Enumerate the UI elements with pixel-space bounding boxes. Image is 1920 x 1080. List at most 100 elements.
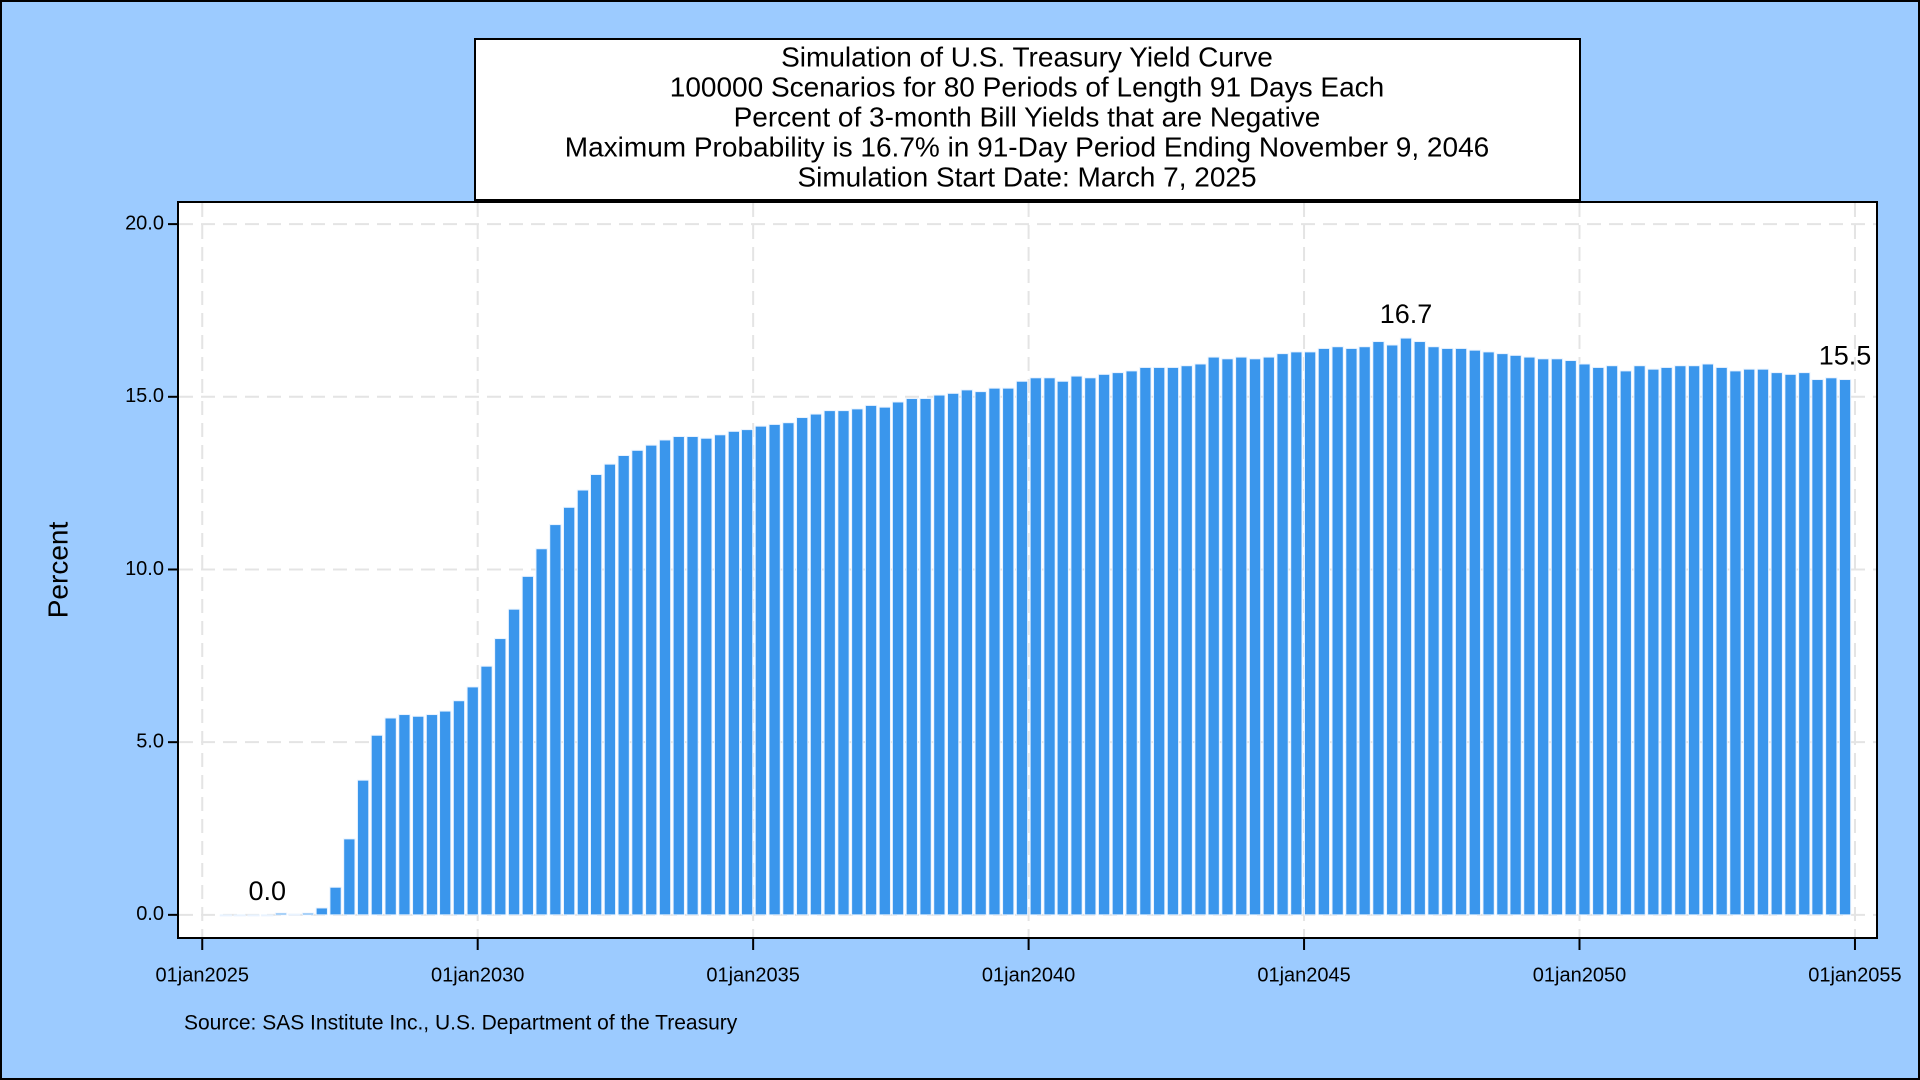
bar	[740, 429, 754, 916]
bar	[343, 838, 356, 916]
bar	[878, 406, 891, 916]
bar	[1317, 347, 1331, 916]
bar	[425, 714, 439, 916]
x-tick-label: 01jan2040	[982, 964, 1075, 986]
bar	[988, 387, 1001, 916]
y-axis-label: Percent	[42, 522, 73, 619]
bar	[1509, 354, 1522, 916]
chart-title: Simulation of U.S. Treasury Yield Curve	[781, 41, 1273, 72]
bar	[1221, 358, 1234, 916]
bar	[1441, 347, 1454, 916]
bar	[1523, 356, 1536, 916]
bar	[589, 474, 603, 916]
bar	[1496, 353, 1509, 916]
bar	[288, 913, 301, 916]
bar	[219, 914, 233, 917]
bar	[1372, 341, 1385, 916]
title-box	[474, 38, 1581, 201]
bar	[452, 700, 466, 916]
bar	[1180, 365, 1193, 916]
bar	[851, 408, 864, 916]
bar	[658, 439, 672, 916]
bar	[1838, 379, 1852, 916]
bar	[1592, 366, 1605, 916]
bar	[1331, 346, 1344, 916]
bar	[933, 394, 946, 916]
bar	[796, 417, 809, 916]
bar	[466, 686, 479, 916]
bar	[809, 413, 823, 916]
bar	[1798, 372, 1811, 916]
bar	[261, 914, 274, 917]
bar	[1303, 351, 1317, 916]
bar	[1633, 365, 1646, 916]
bar	[1619, 370, 1632, 916]
bar	[439, 710, 452, 916]
bar	[864, 404, 878, 916]
bar	[398, 714, 411, 916]
data-label: 16.7	[1380, 299, 1433, 329]
bar	[301, 912, 315, 916]
bar	[535, 548, 548, 916]
bar	[919, 398, 932, 916]
bar	[782, 422, 795, 916]
chart-title: Maximum Probability is 16.7% in 91-Day P…	[565, 131, 1489, 162]
x-tick-label: 01jan2045	[1257, 964, 1350, 986]
bar	[480, 665, 493, 916]
chart-title: Simulation Start Date: March 7, 2025	[797, 161, 1256, 192]
bar	[1564, 360, 1577, 916]
bar	[1687, 365, 1701, 916]
bar	[1002, 387, 1015, 916]
bar	[1262, 356, 1275, 916]
bar	[1770, 372, 1783, 916]
bar	[946, 392, 960, 916]
bar	[1276, 353, 1289, 916]
bar	[1674, 365, 1687, 916]
x-tick-label: 01jan2030	[431, 964, 524, 986]
data-label: 15.5	[1819, 341, 1872, 371]
bar	[1290, 351, 1303, 916]
bar	[384, 717, 397, 916]
bar	[603, 463, 617, 916]
bar	[233, 914, 246, 917]
bar	[891, 401, 905, 916]
bar	[837, 410, 850, 916]
bar	[1578, 363, 1591, 916]
bar	[1166, 366, 1180, 916]
bar	[1386, 344, 1399, 916]
bar	[1358, 346, 1371, 916]
bar	[274, 912, 288, 916]
bar	[1811, 379, 1824, 916]
bar	[686, 436, 699, 916]
bar	[617, 455, 630, 916]
bar	[1248, 358, 1262, 916]
bar	[356, 779, 370, 916]
bar	[1468, 349, 1481, 916]
bar	[576, 489, 590, 916]
bar	[1729, 370, 1742, 916]
bar	[1756, 368, 1770, 916]
bar	[1207, 356, 1220, 916]
bar	[370, 734, 384, 916]
source-note: Source: SAS Institute Inc., U.S. Departm…	[184, 1012, 738, 1035]
bar	[494, 638, 507, 916]
bar	[1537, 358, 1550, 916]
bar	[1715, 366, 1728, 916]
bar	[727, 430, 741, 916]
y-tick-label: 20.0	[125, 212, 164, 234]
bar	[1660, 366, 1673, 916]
bar	[1399, 337, 1413, 916]
bar	[1482, 351, 1495, 916]
y-tick-label: 0.0	[136, 903, 164, 925]
bar	[713, 434, 727, 916]
bar	[1139, 366, 1152, 916]
bar	[1111, 372, 1124, 916]
chart-title: 100000 Scenarios for 80 Periods of Lengt…	[670, 71, 1384, 102]
bar	[507, 608, 521, 916]
bar	[315, 907, 328, 916]
bar	[700, 437, 713, 916]
bar	[768, 423, 781, 916]
bar	[549, 524, 562, 916]
bar	[562, 506, 576, 916]
